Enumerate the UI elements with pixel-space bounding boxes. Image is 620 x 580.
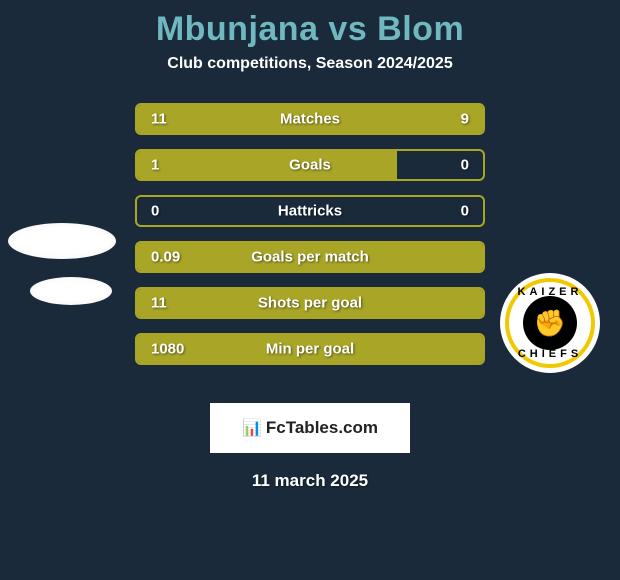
stat-value-left: 1080 bbox=[151, 341, 184, 358]
stat-row: 0.09 Goals per match bbox=[135, 241, 485, 273]
stat-row: 0 Hattricks 0 bbox=[135, 195, 485, 227]
stat-value-right: 0 bbox=[461, 157, 469, 174]
date-line: 11 march 2025 bbox=[0, 471, 620, 491]
stat-row: 11 Matches 9 bbox=[135, 103, 485, 135]
stat-label: Shots per goal bbox=[258, 295, 362, 312]
stats-area: KAIZER ✊ CHIEFS 11 Matches 9 1 Goals 0 0 Hattri… bbox=[0, 103, 620, 383]
stat-row: 1 Goals 0 bbox=[135, 149, 485, 181]
stat-label: Matches bbox=[280, 111, 340, 128]
stat-row: 1080 Min per goal bbox=[135, 333, 485, 365]
stat-label: Hattricks bbox=[278, 203, 342, 220]
stat-fill-left bbox=[137, 151, 397, 179]
badge-text-bottom: CHIEFS bbox=[518, 348, 582, 360]
stat-value-left: 1 bbox=[151, 157, 159, 174]
badge-center-icon: ✊ bbox=[523, 296, 577, 350]
infographic-container: Mbunjana vs Blom Club competitions, Seas… bbox=[0, 0, 620, 580]
placeholder-ellipse bbox=[8, 223, 116, 259]
stat-value-left: 0 bbox=[151, 203, 159, 220]
stat-value-right: 0 bbox=[461, 203, 469, 220]
stat-fill-right bbox=[327, 105, 483, 133]
stat-label: Goals bbox=[289, 157, 331, 174]
stat-rows: 11 Matches 9 1 Goals 0 0 Hattricks 0 0.09 Goals pe… bbox=[135, 103, 485, 365]
page-title: Mbunjana vs Blom bbox=[0, 10, 620, 49]
stat-label: Min per goal bbox=[266, 341, 354, 358]
subtitle: Club competitions, Season 2024/2025 bbox=[0, 55, 620, 73]
stat-value-left: 0.09 bbox=[151, 249, 180, 266]
placeholder-ellipse bbox=[30, 277, 112, 305]
fctables-watermark: 📊 FcTables.com bbox=[210, 403, 410, 453]
stat-label: Goals per match bbox=[251, 249, 369, 266]
right-team-badge: KAIZER ✊ CHIEFS bbox=[500, 273, 600, 373]
stat-value-left: 11 bbox=[151, 295, 167, 312]
fctables-text: FcTables.com bbox=[266, 418, 378, 438]
badge-text-top: KAIZER bbox=[518, 286, 583, 298]
stat-row: 11 Shots per goal bbox=[135, 287, 485, 319]
chart-icon: 📊 bbox=[242, 418, 262, 438]
stat-value-right: 9 bbox=[461, 111, 469, 128]
stat-value-left: 11 bbox=[151, 111, 167, 128]
